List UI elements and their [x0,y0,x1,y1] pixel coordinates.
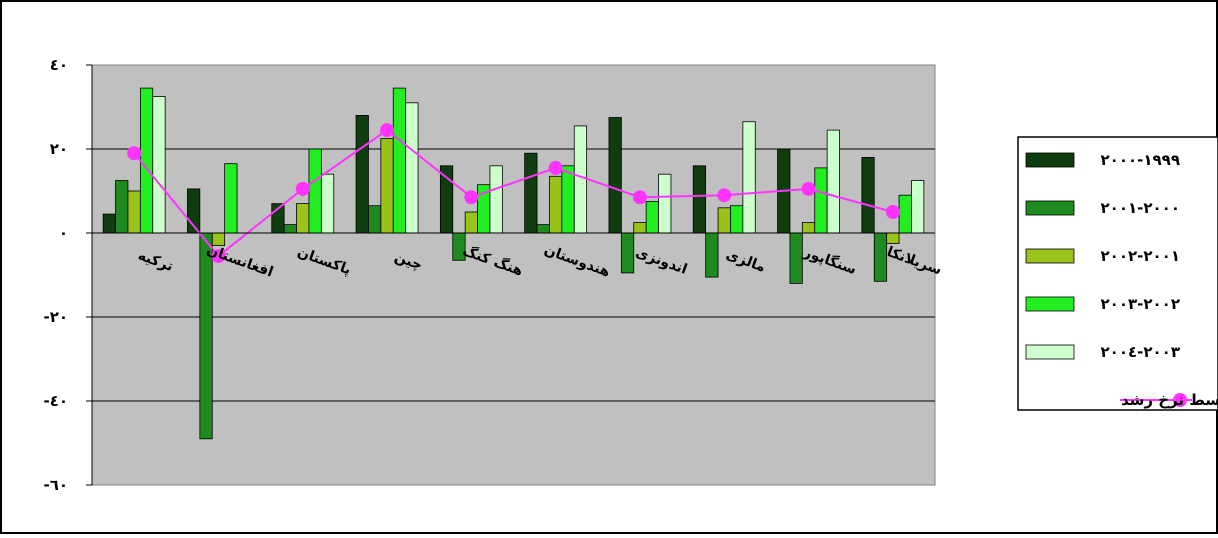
bar [549,176,561,233]
legend: ١٩٩٩-٢٠٠٠ ٢٠٠٠-٢٠٠١ ٢٠٠١-٢٠٠٢ ٢٠٠٢-٢٠٠٣ ٢٠٠٣… [1018,137,1218,410]
bar [368,206,380,233]
bar [887,233,899,244]
bar [621,233,633,273]
average-point [296,182,310,196]
bar [321,174,333,233]
average-point [380,123,394,137]
average-point [464,190,478,204]
bar [790,233,802,283]
legend-swatch [1026,153,1074,167]
bar [525,153,537,233]
bar [381,139,393,234]
y-tick-label: ٢٠ [50,140,68,158]
legend-label: ٢٠٠٢-٢٠٠٣ [1101,295,1180,313]
bar [297,204,309,233]
legend-swatch [1026,345,1074,359]
bar [718,208,730,233]
bar [116,181,128,234]
legend-box [1018,137,1218,410]
legend-label: ١٩٩٩-٢٠٠٠ [1101,151,1180,169]
bar [574,126,586,233]
legend-label: متوسط نرخ رشد [1121,391,1218,409]
bar [356,115,368,233]
bar [693,166,705,233]
average-point [633,190,647,204]
bar [815,168,827,233]
bar [490,166,502,233]
bar [103,214,115,233]
bar [465,212,477,233]
average-point [886,205,900,219]
average-point [802,182,816,196]
bar [609,118,621,234]
legend-swatch [1026,201,1074,215]
average-point [549,161,563,175]
bar [730,206,742,233]
bar [802,223,814,234]
y-tick-label: -٤٠ [43,392,68,410]
bar [284,225,296,233]
bar [406,103,418,233]
bar [862,157,874,233]
legend-label: ٢٠٠١-٢٠٠٢ [1101,247,1180,265]
bar [393,88,405,233]
bar [200,233,212,439]
bar [659,174,671,233]
bar [562,166,574,233]
legend-swatch [1026,297,1074,311]
average-point [127,146,141,160]
bar [911,181,923,234]
y-tick-label: -٦٠ [43,476,68,494]
bar [140,88,152,233]
bar [440,166,452,233]
bar [634,223,646,234]
legend-label: ٢٠٠٠-٢٠٠١ [1101,199,1180,217]
bar [153,97,165,234]
y-tick-label: ٤٠ [50,56,68,74]
average-point [717,188,731,202]
bar [743,122,755,233]
bar [827,130,839,233]
bar [899,195,911,233]
legend-swatch [1026,249,1074,263]
bar [537,225,549,233]
bar [128,191,140,233]
y-tick-label: -٢٠ [43,308,68,326]
y-tick-label: ٠ [59,224,68,242]
bar [706,233,718,277]
bar [646,202,658,234]
bar [309,149,321,233]
bar [225,164,237,233]
legend-label: ٢٠٠٣-٢٠٠٤ [1101,343,1180,361]
